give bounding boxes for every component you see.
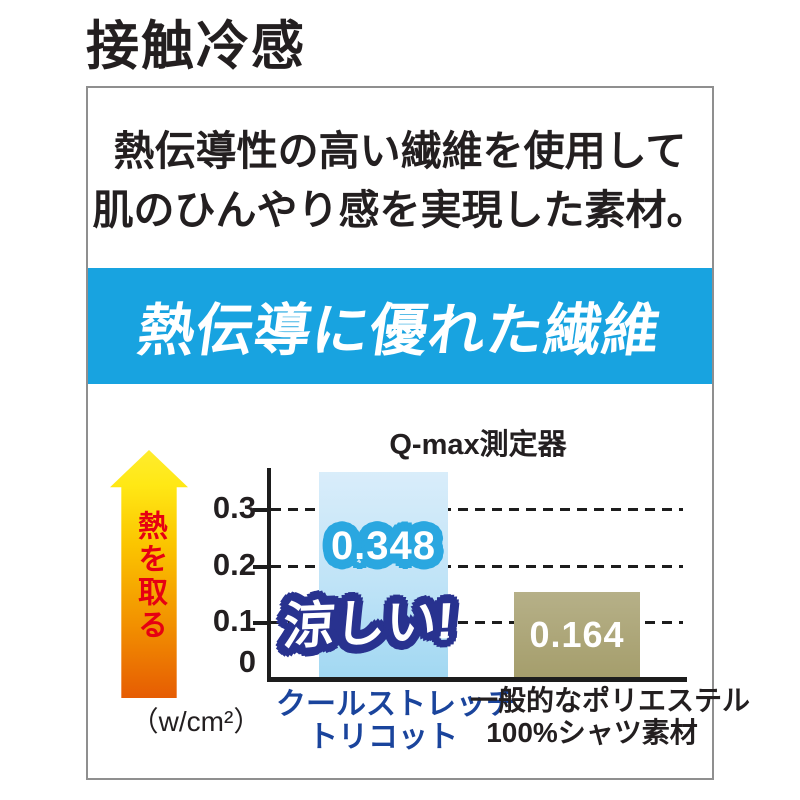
heat-arrow-icon: 熱を取る (110, 450, 188, 698)
y-tick-0-2 (253, 565, 269, 569)
category-cool-line-2: トリコット (308, 721, 458, 754)
category-label-polyester: 一般的なポリエステル 100%シャツ素材 (470, 685, 751, 749)
bar-polyester-value: 0.164 (529, 613, 625, 655)
feature-description: 熱伝導性の高い繊維を使用して 肌のひんやり感を実現した素材。 (88, 122, 712, 241)
y-axis-line (267, 468, 271, 681)
gridline-0-1 (271, 621, 683, 624)
x-axis-line (267, 677, 687, 682)
description-line-2: 肌のひんやり感を実現した素材。 (92, 187, 708, 234)
description-line-1: 熱伝導性の高い繊維を使用して (113, 128, 687, 174)
banner-text: 熱伝導に優れた繊維 (133, 299, 665, 363)
cool-callout: 涼しい! (281, 592, 456, 655)
y-label-0-1: 0.1 (212, 603, 256, 638)
heat-arrow-label: 熱を取る (133, 510, 166, 642)
y-tick-0-3 (253, 508, 269, 512)
feature-panel: 熱伝導性の高い繊維を使用して 肌のひんやり感を実現した素材。 熱伝導に優れた繊維… (86, 86, 751, 780)
highlight-banner: 熱伝導に優れた繊維 (88, 268, 712, 384)
category-poly-line-2: 100%シャツ素材 (486, 717, 698, 749)
category-poly-line-1: 一般的なポリエステル (470, 685, 751, 716)
bar-cool-stretch-value: 0.348 (330, 524, 437, 568)
y-tick-0-1 (253, 621, 269, 625)
chart-title: Q-max測定器 (389, 429, 567, 461)
y-label-0-3: 0.3 (212, 490, 256, 525)
unit-label: （w/cm²） (130, 706, 262, 737)
category-cool-line-1: クールストレッチ (276, 688, 516, 721)
y-label-0-2: 0.2 (212, 547, 256, 582)
gridline-0-2 (271, 565, 683, 568)
bar-cool-stretch (319, 472, 448, 677)
y-label-0: 0 (238, 644, 256, 679)
gridline-0-3 (271, 508, 683, 511)
bar-polyester: 0.164 (514, 592, 640, 677)
page-title: 接触冷感 (86, 17, 306, 76)
category-label-cool-stretch: クールストレッチ トリコット (276, 688, 516, 754)
